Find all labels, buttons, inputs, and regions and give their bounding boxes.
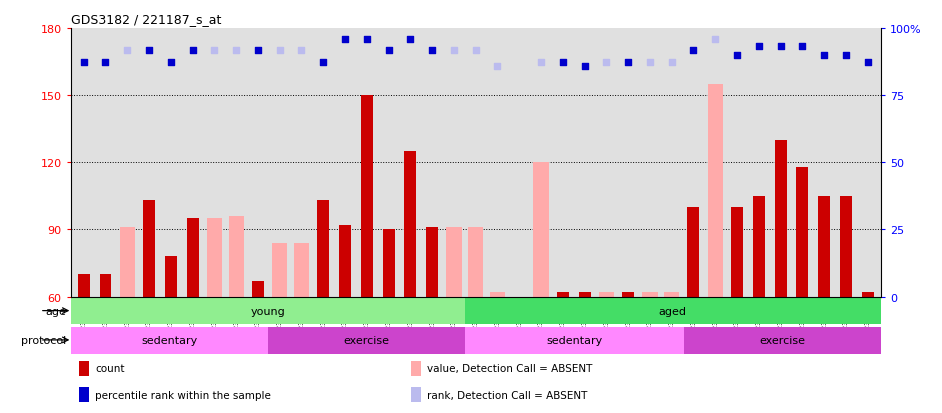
Point (599, 59, 614, 66)
Point (468, 48, 483, 55)
Point (185, 48, 200, 55)
Bar (688, 207, 700, 297)
Bar (71, 328, 268, 354)
Bar (642, 292, 658, 297)
Bar (731, 207, 743, 297)
Bar (268, 328, 464, 354)
Point (294, 48, 309, 55)
Bar (840, 196, 852, 297)
Bar (684, 328, 881, 354)
Bar (622, 292, 634, 297)
Bar (120, 228, 135, 297)
Bar (79, 361, 89, 376)
Point (686, 48, 701, 55)
Bar (664, 292, 679, 297)
Point (272, 48, 287, 55)
Bar (796, 167, 808, 297)
Bar (317, 201, 330, 297)
Point (490, 64, 505, 70)
Bar (411, 387, 421, 402)
Point (795, 43, 810, 50)
Point (447, 48, 462, 55)
Point (76, 59, 91, 66)
Bar (578, 292, 591, 297)
Text: sedentary: sedentary (546, 335, 602, 345)
Bar (404, 152, 416, 297)
Bar (862, 292, 873, 297)
Bar (143, 201, 155, 297)
Bar (294, 243, 309, 297)
Point (838, 52, 853, 59)
Bar (100, 275, 111, 297)
Text: exercise: exercise (759, 335, 805, 345)
Point (773, 43, 788, 50)
Point (860, 59, 875, 66)
Bar (490, 292, 505, 297)
Bar (411, 361, 421, 376)
Point (229, 48, 244, 55)
Point (403, 37, 418, 43)
Point (98, 59, 113, 66)
Point (729, 52, 744, 59)
Bar (71, 298, 464, 325)
Point (752, 43, 767, 50)
Bar (447, 228, 462, 297)
Bar (426, 228, 438, 297)
Bar (819, 196, 830, 297)
Bar (753, 196, 765, 297)
Bar (707, 85, 723, 297)
Bar (361, 96, 373, 297)
Point (642, 59, 658, 66)
Text: protocol: protocol (22, 335, 67, 345)
Text: young: young (251, 306, 285, 316)
Point (120, 48, 135, 55)
Bar (252, 281, 264, 297)
Point (316, 59, 331, 66)
Bar (187, 219, 199, 297)
Bar (599, 292, 614, 297)
Text: count: count (95, 363, 124, 373)
Point (163, 59, 178, 66)
Bar (533, 163, 548, 297)
Point (621, 59, 636, 66)
Point (707, 37, 723, 43)
Text: age: age (46, 306, 67, 316)
Point (817, 52, 832, 59)
Point (382, 48, 397, 55)
Point (359, 37, 374, 43)
Bar (78, 275, 89, 297)
Text: value, Detection Call = ABSENT: value, Detection Call = ABSENT (427, 363, 593, 373)
Point (664, 59, 679, 66)
Bar (339, 225, 351, 297)
Bar (206, 219, 222, 297)
Point (555, 59, 570, 66)
Bar (79, 387, 89, 402)
Bar (272, 243, 287, 297)
Bar (774, 140, 787, 297)
Text: sedentary: sedentary (141, 335, 197, 345)
Bar (464, 298, 881, 325)
Point (577, 64, 593, 70)
Point (251, 48, 266, 55)
Text: rank, Detection Call = ABSENT: rank, Detection Call = ABSENT (427, 390, 588, 400)
Point (141, 48, 156, 55)
Text: aged: aged (658, 306, 687, 316)
Point (425, 48, 440, 55)
Bar (464, 328, 684, 354)
Point (337, 37, 352, 43)
Bar (165, 256, 177, 297)
Text: GDS3182 / 221187_s_at: GDS3182 / 221187_s_at (71, 14, 221, 26)
Point (207, 48, 222, 55)
Bar (468, 228, 483, 297)
Bar (557, 292, 569, 297)
Bar (229, 216, 244, 297)
Bar (382, 230, 395, 297)
Text: percentile rank within the sample: percentile rank within the sample (95, 390, 271, 400)
Text: exercise: exercise (343, 335, 389, 345)
Point (533, 59, 548, 66)
